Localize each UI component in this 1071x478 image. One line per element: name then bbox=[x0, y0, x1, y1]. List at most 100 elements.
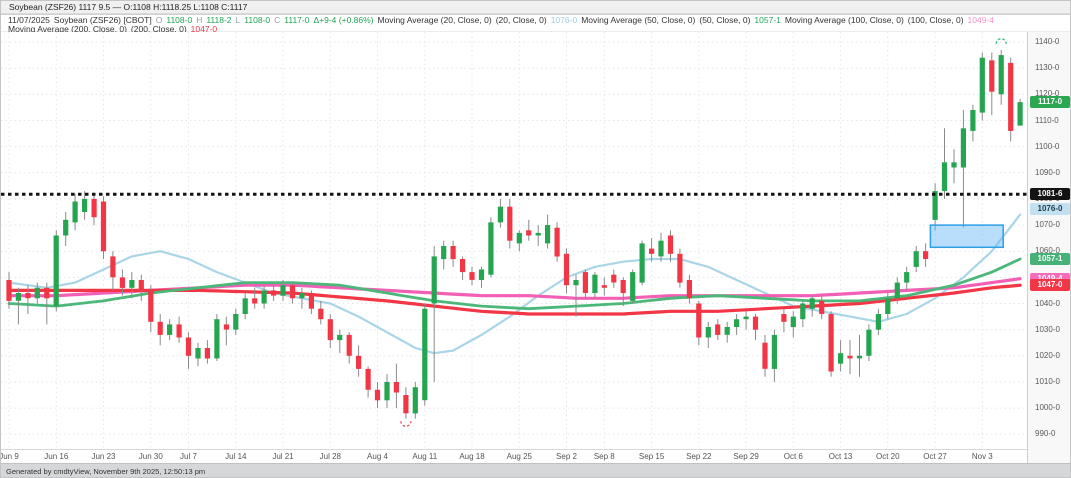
candle-body bbox=[318, 308, 324, 320]
time-tick-label: Aug 4 bbox=[367, 452, 388, 461]
legend-segment: 1049-4 bbox=[967, 15, 995, 25]
time-tick-label: Jul 14 bbox=[225, 452, 247, 461]
candle-body bbox=[705, 327, 711, 338]
high-arc-marker[interactable] bbox=[995, 38, 1007, 44]
candle-body bbox=[346, 334, 352, 356]
time-tick-label: Sep 22 bbox=[686, 452, 712, 461]
candle-body bbox=[856, 355, 863, 359]
candle-body bbox=[1017, 102, 1023, 126]
candle-body bbox=[1008, 62, 1014, 131]
candle-body bbox=[15, 293, 21, 301]
candle-body bbox=[100, 201, 107, 252]
candle-body bbox=[828, 314, 834, 372]
time-tick-label: Sep 8 bbox=[593, 452, 615, 461]
price-tick-label: 1060-0 bbox=[1035, 246, 1060, 256]
price-tick-label: 990-0 bbox=[1035, 429, 1056, 439]
legend-segment: (20, Close, 0) bbox=[495, 15, 547, 25]
rectangle-drawing[interactable] bbox=[929, 224, 1004, 249]
time-tick-label: Sep 15 bbox=[638, 452, 665, 461]
time-tick-label: Aug 25 bbox=[506, 452, 532, 461]
time-tick-label: Sep 29 bbox=[733, 452, 759, 461]
candle-body bbox=[356, 355, 362, 369]
legend-segment: Δ+9-4 (+0.86%) bbox=[313, 15, 374, 25]
candle-body bbox=[658, 240, 664, 257]
price-tick-label: 1070-0 bbox=[1035, 220, 1060, 230]
candle-body bbox=[289, 285, 296, 299]
candle-body bbox=[885, 298, 891, 314]
time-tick-label: Jun 23 bbox=[91, 452, 116, 461]
legend-segment: Moving Average (50, Close, 0) bbox=[581, 15, 696, 25]
candle-body bbox=[979, 57, 985, 113]
candle-body bbox=[185, 337, 192, 356]
time-tick-label: Nov 3 bbox=[971, 452, 993, 461]
candle-body bbox=[904, 272, 910, 283]
candle-body bbox=[204, 348, 210, 359]
candle-body bbox=[176, 324, 182, 338]
time-tick-label: Jul 21 bbox=[272, 452, 294, 461]
candle-body bbox=[923, 251, 929, 259]
candle-body bbox=[601, 285, 607, 288]
legend-segment: Moving Average (20, Close, 0) bbox=[377, 15, 492, 25]
price-tick-label: 1090-0 bbox=[1035, 167, 1060, 177]
time-axis[interactable]: Jun 9 Jun 16 Jun 23 Jun 30 Jul 7 Jul 14 Jul 21… bbox=[1, 449, 1027, 463]
candle-body bbox=[563, 253, 570, 286]
chart-area bbox=[1, 32, 1027, 449]
candle-body bbox=[129, 280, 135, 288]
ma200-value-badge: 1047-0 bbox=[1030, 279, 1070, 292]
candle-body bbox=[677, 253, 683, 283]
price-tick-label: 1010-0 bbox=[1035, 377, 1060, 386]
candle-body bbox=[82, 198, 88, 212]
legend-segment: 11/07/2025 bbox=[8, 15, 50, 25]
candle-body bbox=[308, 293, 314, 309]
price-tick-label: 1140-0 bbox=[1035, 37, 1060, 46]
candle-body bbox=[384, 382, 390, 401]
candle-body bbox=[299, 293, 305, 299]
legend-segment: O bbox=[155, 15, 163, 25]
candle-body bbox=[167, 324, 173, 335]
candle-body bbox=[535, 232, 541, 236]
candle-body bbox=[242, 298, 248, 314]
candle-body bbox=[34, 287, 40, 299]
low-arc-marker[interactable] bbox=[400, 421, 412, 427]
candle-body bbox=[365, 368, 371, 390]
candle-body bbox=[119, 277, 125, 288]
time-tick-label: Oct 6 bbox=[783, 452, 803, 461]
legend-segment: 1057-1 bbox=[754, 15, 781, 25]
alert-price-badge: 1081-6 bbox=[1030, 188, 1070, 201]
candle-body bbox=[271, 290, 277, 296]
price-tick-label: 1000-0 bbox=[1035, 403, 1060, 413]
candle-body bbox=[998, 55, 1004, 95]
candle-body bbox=[72, 201, 78, 223]
candle-body bbox=[554, 227, 560, 257]
legend-segment: Soybean (ZSF26) [CBOT] bbox=[53, 15, 152, 25]
candle-body bbox=[478, 269, 485, 280]
candle-body bbox=[469, 272, 475, 280]
legend-segment: L bbox=[235, 15, 241, 25]
candle-body bbox=[195, 348, 201, 359]
candle-body bbox=[762, 342, 768, 369]
time-tick-label: Jul 28 bbox=[319, 452, 341, 461]
time-tick-label: Jun 16 bbox=[44, 452, 69, 461]
price-tick-label: 1020-0 bbox=[1035, 350, 1060, 360]
candle-body bbox=[460, 259, 466, 273]
price-tick-label: 1120-0 bbox=[1035, 89, 1060, 99]
candle-body bbox=[800, 303, 806, 320]
time-tick-label: Sep 2 bbox=[556, 452, 577, 461]
indicator-legend: 11/07/2025 Soybean (ZSF26) [CBOT] O 1108-0 H… bbox=[1, 14, 1070, 33]
candle-body bbox=[393, 382, 399, 393]
candle-body bbox=[431, 256, 437, 304]
price-chart-plot[interactable] bbox=[1, 32, 1027, 449]
candle-body bbox=[752, 316, 759, 330]
candle-body bbox=[592, 274, 598, 293]
price-tick-label: 1110-0 bbox=[1035, 115, 1059, 125]
legend-segment: 1108-0 bbox=[166, 15, 193, 25]
price-tick-label: 1040-0 bbox=[1035, 298, 1060, 308]
candle-body bbox=[337, 334, 343, 341]
legend-segment: 1118-2 bbox=[206, 15, 232, 25]
candle-body bbox=[148, 290, 154, 322]
legend-segment: Moving Average (100, Close, 0) bbox=[784, 15, 904, 25]
price-axis[interactable]: 1140-01130-01120-01110-01100-01090-01080… bbox=[1027, 32, 1070, 463]
candle-body bbox=[497, 206, 503, 223]
ma50-line bbox=[7, 257, 1022, 311]
